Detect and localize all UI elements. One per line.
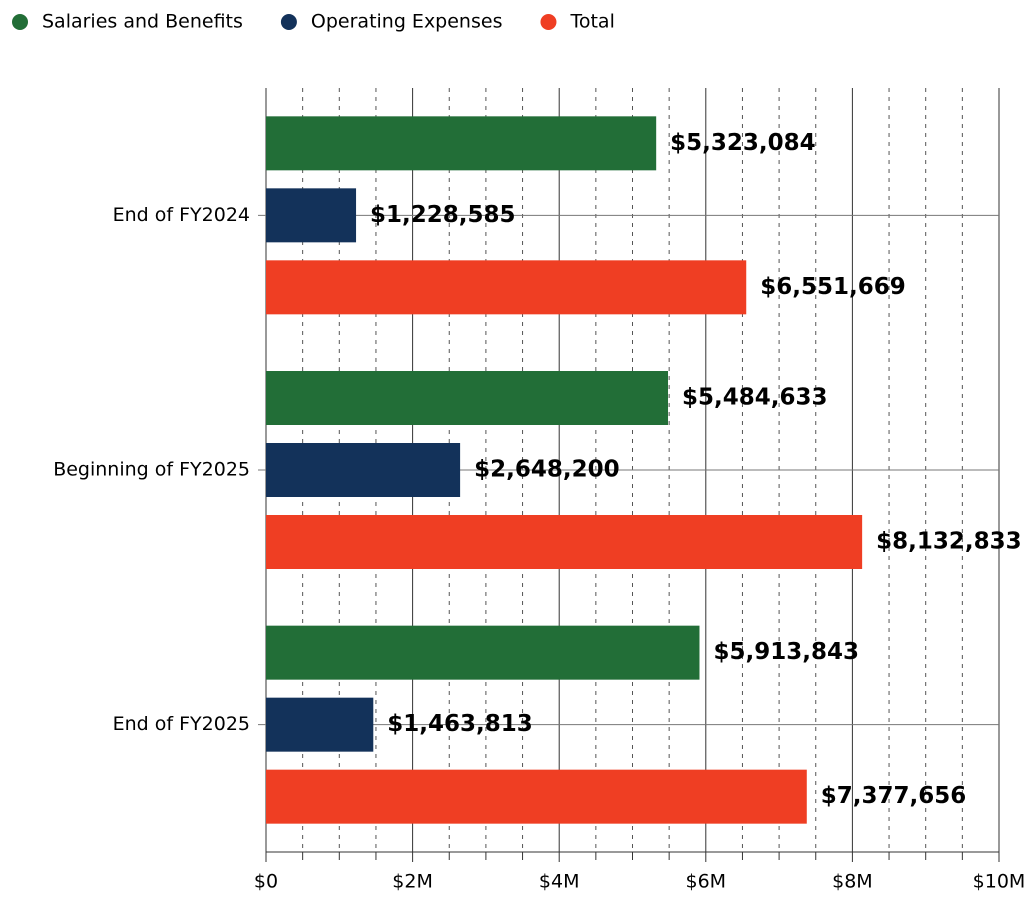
x-tick-label: $0 [254, 871, 278, 893]
value-label: $2,648,200 [474, 457, 620, 483]
legend-label: Salaries and Benefits [42, 11, 243, 33]
x-tick-label: $2M [392, 871, 433, 893]
bar [266, 769, 807, 824]
bar [266, 371, 669, 425]
legend-marker [540, 14, 557, 30]
y-tick-label: End of FY2024 [113, 204, 250, 226]
value-label: $1,228,585 [370, 202, 516, 228]
bar [266, 697, 374, 752]
bar [266, 188, 357, 243]
x-tick-label: $4M [539, 871, 580, 893]
value-label: $7,377,656 [821, 783, 967, 809]
value-label: $8,132,833 [876, 529, 1022, 555]
bar [266, 443, 461, 497]
value-label: $5,484,633 [682, 385, 828, 411]
x-tick-label: $6M [686, 871, 727, 893]
x-tick-label: $10M [973, 871, 1026, 893]
bar [266, 625, 700, 680]
value-label: $5,323,084 [670, 130, 816, 156]
value-label: $5,913,843 [713, 639, 859, 665]
bar [266, 116, 657, 171]
x-tick-label: $8M [832, 871, 873, 893]
legend-label: Operating Expenses [311, 11, 503, 33]
y-tick-label: Beginning of FY2025 [53, 459, 250, 481]
y-tick-label: End of FY2025 [113, 713, 250, 735]
legend-label: Total [569, 11, 614, 33]
legend-marker [12, 14, 28, 30]
bar [266, 515, 863, 569]
bar [266, 260, 747, 315]
legend-marker [280, 14, 297, 30]
value-label: $6,551,669 [760, 274, 906, 300]
value-label: $1,463,813 [387, 711, 533, 737]
